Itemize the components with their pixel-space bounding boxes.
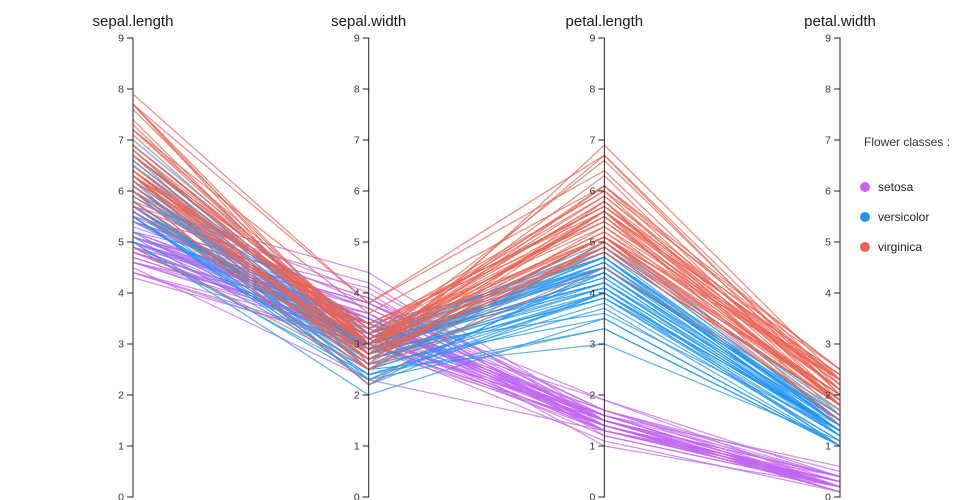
legend-swatch-setosa: [860, 182, 870, 192]
axis-tick-label: 4: [825, 288, 831, 300]
legend-swatch-virginica: [860, 242, 870, 252]
axis-tick-label: 0: [589, 492, 595, 500]
axis-tick-label: 0: [354, 492, 360, 500]
data-line-virginica: [132, 165, 841, 396]
data-line-virginica: [132, 154, 841, 370]
axis-tick-label: 3: [354, 339, 360, 351]
axis-tick-label: 2: [354, 390, 360, 402]
axis-tick-label: 9: [589, 33, 595, 45]
data-line-virginica: [132, 103, 841, 386]
data-line-virginica: [132, 200, 841, 401]
data-line-virginica: [132, 180, 841, 381]
data-line-virginica: [132, 129, 841, 370]
axis-tick-label: 7: [589, 135, 595, 147]
axis-tick-label: 7: [118, 135, 124, 147]
axis-tick-label: 6: [825, 186, 831, 198]
legend-title: Flower classes :: [864, 135, 951, 149]
axis-sepal-width: 0 1 2 3 4 5 6 7 8 9 sepal.width: [331, 13, 406, 500]
data-line-virginica: [132, 149, 841, 381]
legend-swatch-versicolor: [860, 212, 870, 222]
axis-tick-label: 9: [354, 33, 360, 45]
data-line-virginica: [132, 154, 841, 376]
axis-title-petal-length: petal.length: [566, 13, 644, 30]
legend-item-label: virginica: [878, 240, 923, 254]
axis-tick-label: 5: [589, 237, 595, 249]
axis-tick-label: 0: [118, 492, 124, 500]
axis-line: [362, 37, 370, 498]
data-line-virginica: [132, 195, 841, 406]
axis-tick-label: 7: [825, 135, 831, 147]
axis-tick-label: 0: [825, 492, 831, 500]
axis-tick-label: 3: [118, 339, 124, 351]
axis-tick-label: 9: [825, 33, 831, 45]
axis-tick-label: 3: [825, 339, 831, 351]
data-line-versicolor: [132, 216, 841, 447]
data-line-versicolor: [132, 236, 841, 442]
data-line-versicolor: [132, 215, 841, 432]
legend-item-label: setosa: [878, 180, 914, 194]
legend-item-versicolor: versicolor: [860, 202, 956, 232]
data-lines: [132, 93, 841, 493]
series-virginica: [132, 93, 841, 427]
legend-item-setosa: setosa: [860, 172, 956, 202]
axis-tick-label: 8: [354, 84, 360, 96]
axis-tick-label: 6: [589, 186, 595, 198]
axis-tick-label: 8: [589, 84, 595, 96]
data-line-virginica: [132, 103, 841, 396]
data-line-virginica: [132, 170, 841, 386]
axis-tick-label: 8: [825, 84, 831, 96]
axis-sepal-length: 0 1 2 3 4 5 6 7 8 9 sepal.length: [93, 13, 174, 500]
axis-line: [127, 37, 134, 498]
axis-tick-label: 5: [354, 237, 360, 249]
data-line-virginica: [132, 190, 841, 421]
axis-tick-label: 2: [589, 390, 595, 402]
axis-tick-label: 5: [118, 237, 124, 249]
axis-tick-label: 1: [589, 441, 595, 453]
axis-tick-label: 5: [825, 237, 831, 249]
axis-tick-label: 6: [118, 186, 124, 198]
axis-tick-label: 1: [118, 441, 124, 453]
axis-title-sepal-width: sepal.width: [331, 13, 406, 30]
axis-tick-label: 9: [118, 33, 124, 45]
data-line-versicolor: [132, 241, 841, 447]
axis-tick-label: 7: [354, 135, 360, 147]
legend: Flower classes : setosa versicolor virgini…: [860, 134, 956, 262]
axis-tick-label: 4: [589, 288, 595, 300]
legend-item-virginica: virginica: [860, 232, 956, 262]
axis-tick-label: 8: [118, 84, 124, 96]
axis-tick-label: 4: [354, 288, 360, 300]
axis-tick-label: 2: [118, 390, 124, 402]
axis-title-petal-width: petal.width: [804, 13, 876, 30]
axis-petal-length: 0 1 2 3 4 5 6 7 8 9 petal.length: [566, 13, 644, 500]
axis-tick-label: 2: [825, 390, 831, 402]
axis-tick-label: 3: [589, 339, 595, 351]
axis-tick-label: 1: [825, 441, 831, 453]
axis-petal-width: 0 1 2 3 4 5 6 7 8 9 petal.width: [804, 13, 876, 500]
legend-items: setosa versicolor virginica: [860, 172, 956, 262]
legend-item-label: versicolor: [878, 210, 930, 224]
axis-tick-label: 4: [118, 288, 124, 300]
axis-tick-label: 1: [354, 441, 360, 453]
data-line-virginica: [132, 246, 841, 411]
axis-title-sepal-length: sepal.length: [93, 13, 174, 30]
axis-tick-label: 6: [354, 186, 360, 198]
